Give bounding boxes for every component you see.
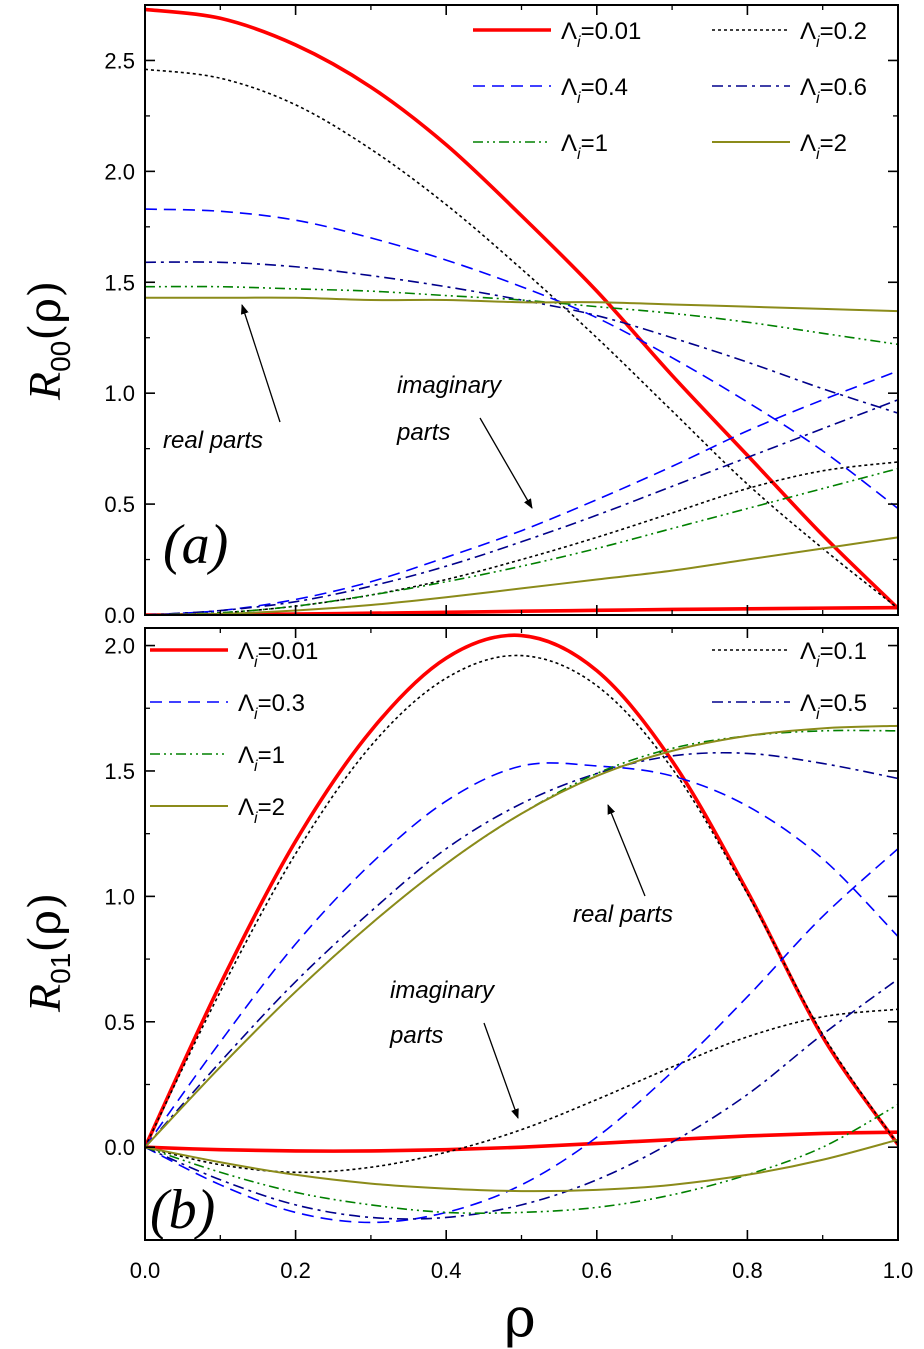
x-tick-label-5: 1.0	[883, 1258, 914, 1283]
annotation-imaginary-parts-b-line1: imaginary	[390, 977, 496, 1004]
legend-label-a-5: Λi=2	[800, 130, 847, 163]
series-line-b-0-imag	[145, 1130, 898, 1153]
annotation-real-parts-a: real parts	[163, 427, 263, 454]
x-tick-label-1: 0.2	[280, 1258, 311, 1283]
panel-a-letter: (a)	[163, 514, 228, 576]
series-line-b-3-imag	[145, 978, 898, 1220]
y-tick-label-b-3: 1.5	[104, 759, 135, 784]
annotation-imaginary-parts-b-line2: parts	[389, 1022, 443, 1049]
series-line-a-0-real	[145, 7, 898, 610]
y-tick-label-b-4: 2.0	[104, 634, 135, 659]
y-tick-label-a-3: 1.5	[104, 270, 135, 295]
y-tick-label-a-1: 0.5	[104, 492, 135, 517]
series-line-a-1-imag	[145, 461, 898, 616]
arrow-real-parts-b	[607, 804, 646, 897]
series-line-b-4-real	[145, 729, 898, 1148]
legend-label-a-4: Λi=1	[561, 130, 608, 163]
y-tick-label-a-5: 2.5	[104, 48, 135, 73]
panel-b-ylabel: R01(ρ)	[19, 893, 76, 1013]
panel-a-frame	[144, 4, 899, 616]
series-line-b-2-real	[145, 762, 898, 1148]
legend-label-a-2: Λi=0.4	[561, 74, 628, 107]
panel-a-annotations: real parts imaginary parts	[163, 304, 533, 509]
series-line-a-5-real	[145, 296, 898, 313]
arrow-real-parts-a	[240, 304, 281, 423]
legend-label-b-3: Λi=0.5	[800, 690, 867, 723]
panel-a: 0.00.51.01.52.02.5 (a) R00(ρ) Λi=0.01Λi=…	[19, 4, 899, 628]
series-line-b-2-imag	[145, 848, 898, 1224]
panel-b-curves	[145, 633, 898, 1224]
series-line-b-4-imag	[145, 1103, 898, 1215]
series-line-b-0-real	[145, 633, 898, 1148]
x-tick-label-4: 0.8	[732, 1258, 763, 1283]
legend-label-b-0: Λi=0.01	[238, 638, 318, 671]
series-line-a-3-imag	[145, 399, 898, 616]
series-line-a-2-real	[145, 208, 898, 510]
panel-a-ticks: 0.0 0.5 1.0 1.5 2.0 2.5	[104, 5, 899, 628]
series-line-b-5-imag	[145, 1138, 898, 1193]
panel-a-ylabel: R00(ρ)	[19, 281, 76, 401]
arrow-imaginary-parts-b	[483, 1022, 519, 1119]
y-tick-label-a-0: 0.0	[104, 603, 135, 628]
panel-b-letter: (b)	[150, 1179, 215, 1241]
series-line-b-3-real	[145, 751, 898, 1148]
y-tick-label-b-0: 0.0	[104, 1135, 135, 1160]
x-tick-label-0: 0.0	[130, 1258, 161, 1283]
arrow-imaginary-parts-a	[479, 417, 533, 509]
annotation-imaginary-parts-a-line2: parts	[396, 419, 450, 446]
x-tick-label-3: 0.6	[582, 1258, 613, 1283]
legend-label-b-4: Λi=1	[238, 742, 285, 775]
series-line-b-5-real	[145, 724, 898, 1148]
legend-label-b-5: Λi=2	[238, 794, 285, 827]
series-line-a-4-real	[145, 285, 898, 346]
panel-b-legend: Λi=0.01 Λi=0.3 Λi=1 Λi=2 Λi=0.1 Λi=0.5	[150, 638, 867, 827]
x-axis-label: ρ	[504, 1286, 536, 1349]
panel-a-curves	[145, 7, 898, 616]
legend-label-a-1: Λi=0.2	[800, 18, 867, 51]
y-tick-label-b-2: 1.0	[104, 884, 135, 909]
legend-label-b-1: Λi=0.1	[800, 638, 867, 671]
series-line-a-2-imag	[145, 370, 898, 616]
panel-a-legend: Λi=0.01 Λi=0.4 Λi=1 Λi=0.2 Λi=0.6 Λi=2	[473, 18, 867, 163]
panel-b-frame	[144, 627, 899, 1241]
x-tick-labels: 0.0 0.2 0.4 0.6 0.8 1.0	[130, 1258, 914, 1283]
panel-b: 0.0 0.5 1.0 1.5 2.0 (b) R01(ρ) Λi=0.01 Λi=0.3…	[19, 627, 899, 1241]
series-line-a-3-real	[145, 261, 898, 414]
series-line-b-1-real	[145, 654, 898, 1148]
y-tick-label-a-2: 1.0	[104, 381, 135, 406]
y-tick-label-b-1: 0.5	[104, 1010, 135, 1035]
legend-label-a-0: Λi=0.01	[561, 18, 641, 51]
series-line-a-5-imag	[145, 536, 898, 616]
legend-label-a-3: Λi=0.6	[800, 74, 867, 107]
annotation-real-parts-b: real parts	[573, 901, 673, 928]
y-tick-label-a-4: 2.0	[104, 159, 135, 184]
legend-label-b-2: Λi=0.3	[238, 690, 305, 723]
series-line-a-1-real	[145, 68, 898, 609]
annotation-imaginary-parts-a-line1: imaginary	[397, 372, 503, 399]
panel-b-annotations: real parts imaginary parts	[389, 804, 673, 1119]
x-tick-label-2: 0.4	[431, 1258, 462, 1283]
